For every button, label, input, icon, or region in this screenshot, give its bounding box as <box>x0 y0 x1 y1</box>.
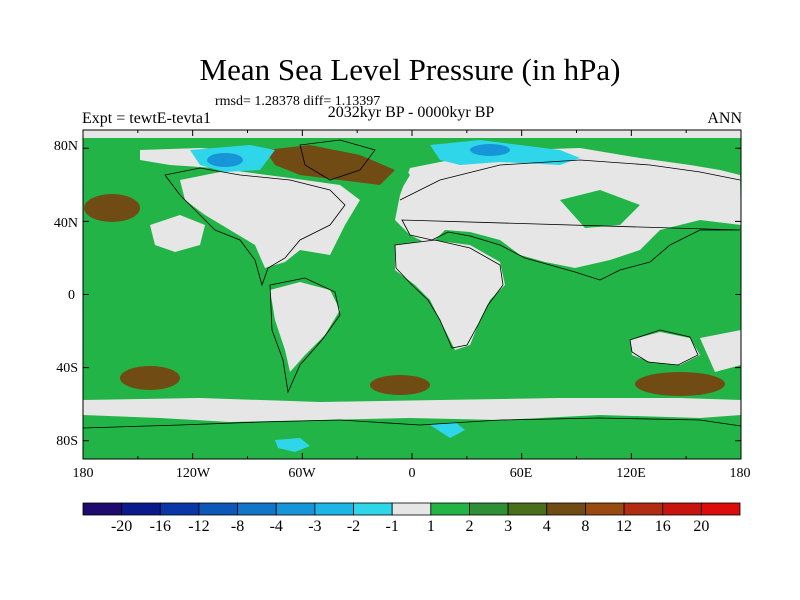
lon-tick-label: 0 <box>408 466 416 481</box>
colorbar-swatch <box>82 502 123 516</box>
rmsd-diff-stats: rmsd= 1.28378 diff= 1.13397 <box>215 94 381 109</box>
lat-tick-label: 0 <box>68 288 75 303</box>
colorbar-swatch <box>275 502 316 516</box>
lon-tick-label: 120E <box>616 466 646 481</box>
colorbar-label: 3 <box>504 518 513 535</box>
colorbar <box>82 502 741 516</box>
colorbar-label: -1 <box>385 518 399 535</box>
lon-tick-label: 60W <box>288 466 316 481</box>
experiment-label: Expt = tewtE-tevta1 <box>82 110 211 127</box>
pressure-field <box>83 130 741 459</box>
colorbar-label: 1 <box>426 518 435 535</box>
high-anomaly-regions <box>84 145 725 396</box>
colorbar-label: -3 <box>308 518 322 535</box>
colorbar-swatch <box>237 502 277 516</box>
colorbar-swatch <box>314 502 354 516</box>
lat-tick-label: 40S <box>56 361 78 376</box>
colorbar-swatch <box>121 502 161 516</box>
lat-tick-label: 40N <box>53 216 78 231</box>
colorbar-label: 20 <box>693 518 710 535</box>
lon-tick-label: 120W <box>175 466 211 481</box>
colorbar-label: 12 <box>616 518 633 535</box>
colorbar-label: -16 <box>149 518 171 535</box>
strong-negative-regions <box>207 144 510 167</box>
colorbar-label: 16 <box>654 518 671 535</box>
lon-tick-label: 180 <box>729 466 751 481</box>
colorbar-swatch <box>623 502 664 516</box>
colorbar-label: -8 <box>230 518 245 535</box>
colorbar-swatch <box>662 502 702 516</box>
season-label: ANN <box>707 110 742 127</box>
colorbar-label: -2 <box>346 518 361 535</box>
colorbar-swatch <box>198 502 238 516</box>
neutral-regions <box>83 130 741 435</box>
colorbar-label: 8 <box>581 518 590 535</box>
coastlines <box>83 139 741 429</box>
colorbar-label: -4 <box>269 518 283 535</box>
colorbar-swatch <box>353 502 393 516</box>
colorbar-swatch <box>585 502 625 516</box>
colorbar-label: -12 <box>188 518 210 535</box>
colorbar-label: -20 <box>110 518 133 535</box>
lon-tick-label: 180 <box>72 466 94 481</box>
lon-tick-label: 60E <box>509 466 533 481</box>
lat-tick-label: 80N <box>53 139 78 154</box>
lat-tick-label: 80S <box>56 434 78 449</box>
period-label: 2032kyr BP - 0000kyr BP <box>327 104 495 121</box>
colorbar-swatch <box>430 502 470 516</box>
axis-ticks <box>82 130 742 459</box>
colorbar-swatch <box>391 502 432 516</box>
colorbar-swatch <box>507 502 548 516</box>
colorbar-label: 4 <box>542 518 551 535</box>
colorbar-swatch <box>469 502 509 516</box>
colorbar-label: 2 <box>465 518 474 535</box>
colorbar-swatch <box>700 502 741 516</box>
map-title: Mean Sea Level Pressure (in hPa) <box>199 52 621 87</box>
colorbar-swatch <box>159 502 200 516</box>
colorbar-swatch <box>546 502 586 516</box>
